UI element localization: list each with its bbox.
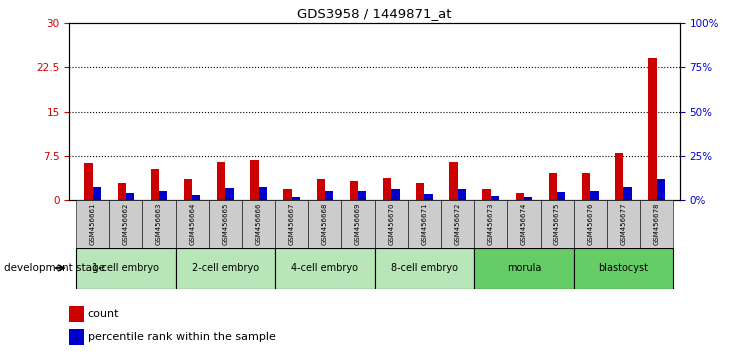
Bar <box>507 200 540 248</box>
Bar <box>76 248 175 289</box>
Text: GSM456676: GSM456676 <box>587 202 594 245</box>
Bar <box>441 200 474 248</box>
Bar <box>574 200 607 248</box>
Bar <box>648 58 656 200</box>
Text: GSM456674: GSM456674 <box>521 203 527 245</box>
Text: GSM456664: GSM456664 <box>189 203 195 245</box>
Bar <box>590 191 599 200</box>
Bar <box>416 183 425 200</box>
Text: percentile rank within the sample: percentile rank within the sample <box>88 332 276 342</box>
Bar <box>250 160 259 200</box>
Bar <box>540 200 574 248</box>
Bar <box>656 179 665 200</box>
Bar <box>225 188 234 200</box>
Text: GSM456678: GSM456678 <box>654 202 659 245</box>
Text: GSM456669: GSM456669 <box>355 202 361 245</box>
Text: GSM456675: GSM456675 <box>554 203 560 245</box>
Bar <box>425 194 433 200</box>
Bar <box>159 191 167 200</box>
Bar <box>69 329 84 345</box>
Bar <box>76 200 109 248</box>
Bar <box>391 189 400 200</box>
Bar <box>358 191 366 200</box>
Text: GSM456670: GSM456670 <box>388 202 394 245</box>
Bar <box>325 191 333 200</box>
Text: GSM456673: GSM456673 <box>488 202 493 245</box>
Text: 8-cell embryo: 8-cell embryo <box>391 263 458 273</box>
Bar <box>209 200 242 248</box>
Bar <box>349 181 358 200</box>
Text: blastocyst: blastocyst <box>599 263 648 273</box>
Bar <box>474 248 574 289</box>
Bar <box>93 187 101 200</box>
Text: development stage: development stage <box>4 263 105 273</box>
Bar <box>549 173 557 200</box>
Bar <box>317 179 325 200</box>
Bar <box>474 200 507 248</box>
Bar <box>383 178 391 200</box>
Text: GSM456661: GSM456661 <box>90 202 96 245</box>
Bar <box>126 193 134 200</box>
Bar <box>640 200 673 248</box>
Bar <box>284 189 292 200</box>
Bar <box>308 200 341 248</box>
Text: 4-cell embryo: 4-cell embryo <box>292 263 358 273</box>
Text: count: count <box>88 309 119 319</box>
Bar <box>242 200 275 248</box>
Bar <box>616 153 624 200</box>
Bar <box>557 192 565 200</box>
Bar <box>109 200 143 248</box>
Bar <box>624 187 632 200</box>
Bar <box>118 183 126 200</box>
Bar <box>408 200 441 248</box>
Bar <box>69 306 84 321</box>
Bar <box>374 248 474 289</box>
Bar <box>292 198 300 200</box>
Bar <box>607 200 640 248</box>
Bar <box>84 163 93 200</box>
Text: GSM456665: GSM456665 <box>222 203 228 245</box>
Text: GSM456666: GSM456666 <box>256 202 262 245</box>
Text: GSM456671: GSM456671 <box>421 202 428 245</box>
Text: 2-cell embryo: 2-cell embryo <box>192 263 259 273</box>
Text: GSM456672: GSM456672 <box>455 203 461 245</box>
Bar <box>574 248 673 289</box>
Bar <box>192 195 200 200</box>
Bar <box>175 248 275 289</box>
Bar <box>582 173 590 200</box>
Title: GDS3958 / 1449871_at: GDS3958 / 1449871_at <box>298 7 452 21</box>
Bar <box>515 193 524 200</box>
Bar <box>458 189 466 200</box>
Bar <box>175 200 209 248</box>
Bar <box>143 200 175 248</box>
Bar <box>491 195 499 200</box>
Bar <box>275 200 308 248</box>
Text: GSM456662: GSM456662 <box>123 203 129 245</box>
Bar <box>259 187 267 200</box>
Text: GSM456663: GSM456663 <box>156 202 162 245</box>
Bar <box>275 248 374 289</box>
Bar <box>524 198 532 200</box>
Bar <box>450 162 458 200</box>
Bar <box>374 200 408 248</box>
Text: GSM456668: GSM456668 <box>322 202 328 245</box>
Text: 1-cell embryo: 1-cell embryo <box>92 263 159 273</box>
Text: morula: morula <box>507 263 541 273</box>
Text: GSM456667: GSM456667 <box>289 202 295 245</box>
Bar <box>184 179 192 200</box>
Bar <box>341 200 374 248</box>
Bar <box>217 162 225 200</box>
Bar <box>151 169 159 200</box>
Text: GSM456677: GSM456677 <box>621 202 626 245</box>
Bar <box>482 189 491 200</box>
